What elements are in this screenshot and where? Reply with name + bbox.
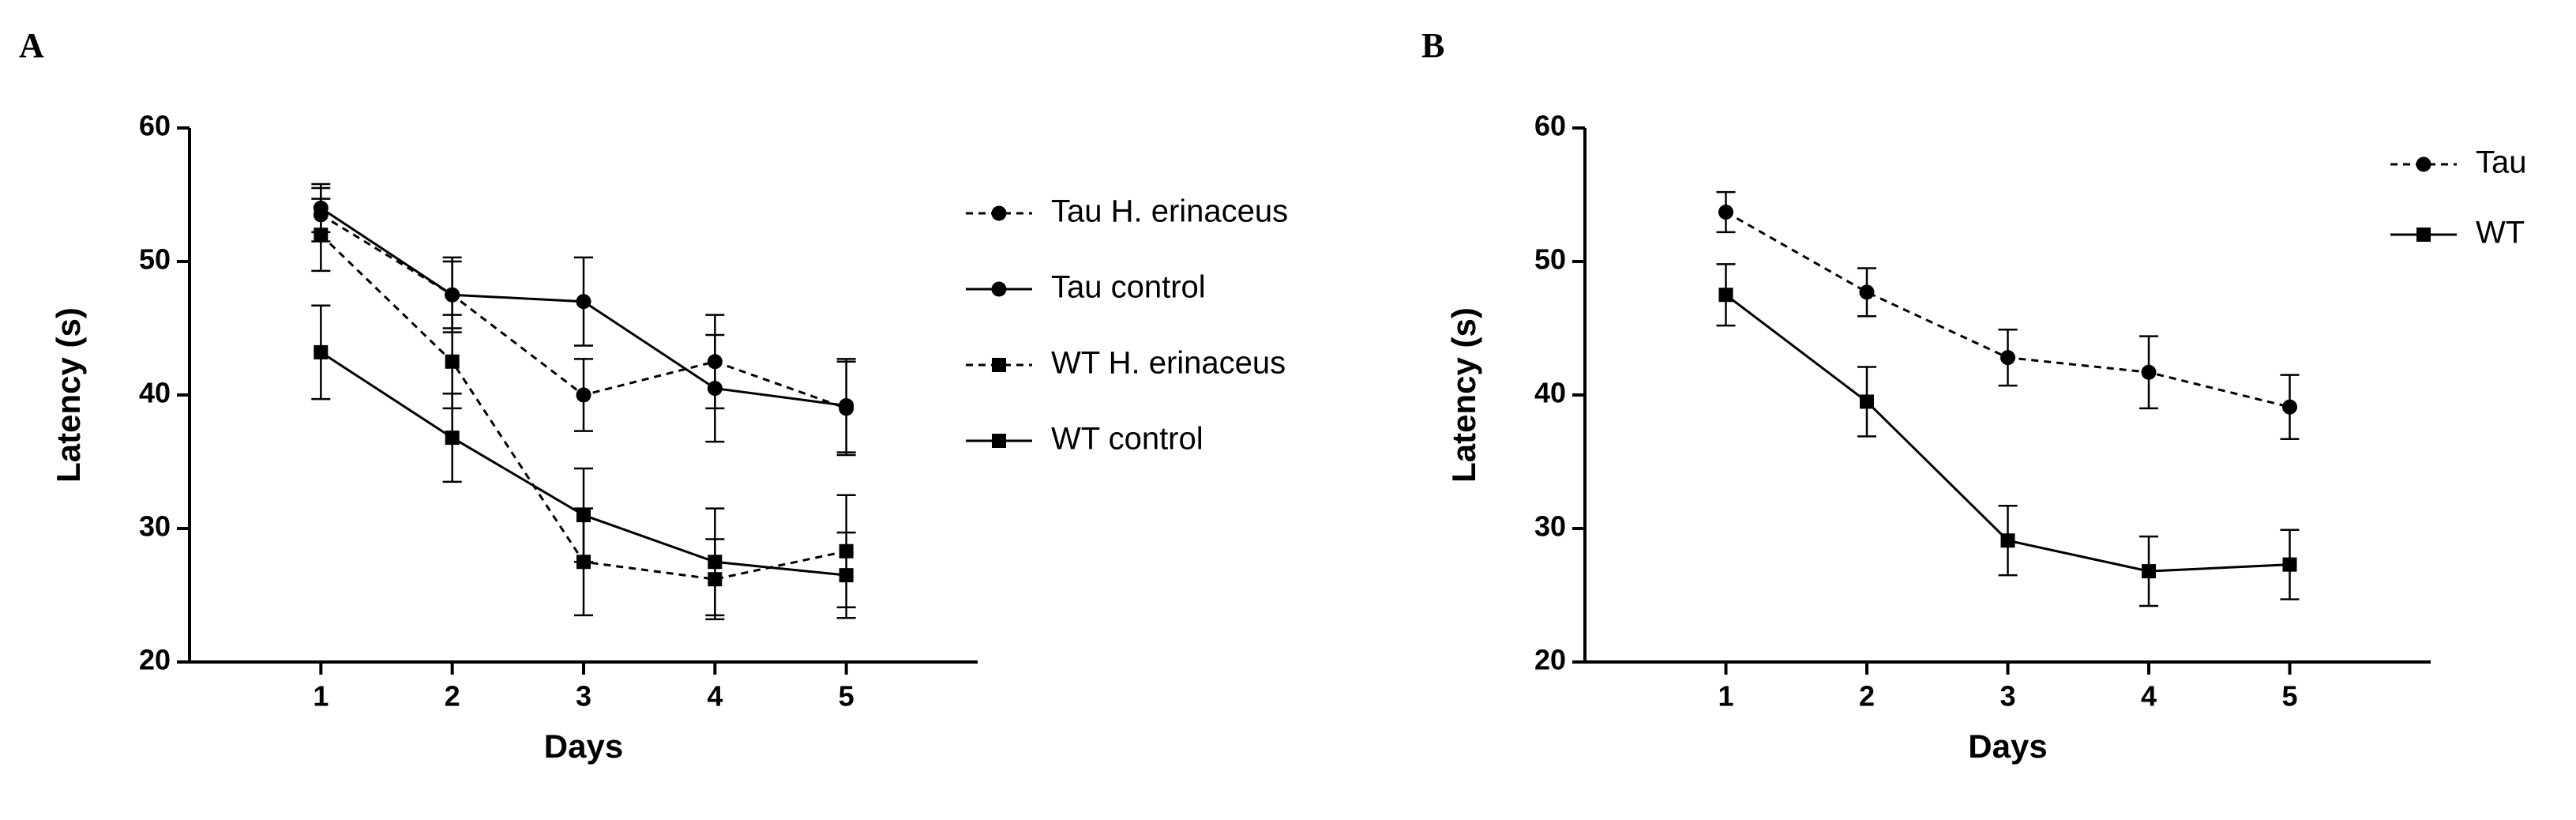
marker [2000, 533, 2015, 548]
legend-label: WT [2476, 216, 2525, 250]
marker [1860, 394, 1874, 409]
x-tick-label: 1 [1718, 680, 1733, 713]
marker [314, 228, 329, 243]
marker [2282, 399, 2297, 415]
legend-entry: WT [2390, 216, 2525, 250]
legend-entry: WT control [966, 422, 1204, 457]
marker [576, 387, 591, 403]
marker [2141, 364, 2157, 380]
legend-marker [991, 281, 1007, 297]
legend-label: Tau [2476, 145, 2527, 180]
plot: A 20 30 40 50 60 1 2 3 4 5 Days Latency (s) Tau H. er… [19, 26, 1288, 765]
marker [576, 508, 591, 523]
legend-entry: Tau [2390, 145, 2527, 180]
marker [445, 287, 460, 303]
y-tick-label: 30 [139, 510, 171, 543]
legend-marker [2416, 228, 2431, 242]
y-axis-label: Latency (s) [50, 307, 87, 483]
x-tick-label: 4 [707, 680, 723, 713]
x-tick-label: 4 [2141, 680, 2157, 713]
marker [1718, 204, 1733, 220]
x-tick-label: 3 [2000, 680, 2015, 713]
x-axis-label: Days [1968, 728, 2047, 765]
y-tick-label: 50 [139, 243, 171, 276]
legend-marker [992, 434, 1006, 448]
x-tick-label: 5 [839, 680, 854, 713]
y-tick-label: 20 [1534, 644, 1566, 676]
marker [2142, 564, 2156, 579]
panel-label: B [1421, 26, 1444, 65]
x-tick-label: 3 [576, 680, 591, 713]
marker [708, 555, 723, 570]
y-tick-label: 60 [139, 110, 171, 142]
x-tick-label: 1 [313, 680, 329, 713]
y-tick-label: 40 [1534, 377, 1566, 409]
x-tick-label: 2 [1859, 680, 1875, 713]
legend-label: WT H. erinaceus [1051, 346, 1286, 381]
y-tick-label: 20 [139, 644, 171, 676]
y-tick-label: 50 [1534, 243, 1566, 276]
marker [839, 398, 854, 414]
x-axis-label: Days [544, 728, 623, 765]
legend-entry: WT H. erinaceus [966, 346, 1286, 381]
x-tick-label: 5 [2281, 680, 2297, 713]
y-tick-label: 30 [1534, 510, 1566, 543]
marker [1718, 288, 1733, 303]
marker [2000, 350, 2015, 366]
marker [1859, 284, 1875, 300]
y-axis-label: Latency (s) [1445, 307, 1482, 483]
legend-entry: Tau control [966, 270, 1206, 305]
marker [839, 568, 854, 583]
legend-label: WT control [1051, 422, 1204, 457]
marker [445, 431, 460, 446]
legend-label: Tau H. erinaceus [1051, 194, 1288, 229]
marker [707, 381, 723, 397]
marker [2282, 557, 2297, 572]
y-tick-label: 60 [1534, 110, 1566, 142]
marker [445, 354, 460, 369]
plot: B 20 30 40 50 60 1 2 3 4 5 Days Latency (s) Tau WT [1421, 26, 2527, 765]
marker [576, 294, 591, 310]
x-tick-label: 2 [445, 680, 460, 713]
legend-entry: Tau H. erinaceus [966, 194, 1288, 229]
panel-label: A [19, 26, 44, 65]
marker [314, 344, 329, 359]
y-tick-label: 40 [139, 377, 171, 409]
legend-label: Tau control [1051, 270, 1206, 305]
legend-marker [2416, 156, 2431, 172]
legend-marker [992, 358, 1006, 372]
legend-marker [991, 205, 1007, 221]
